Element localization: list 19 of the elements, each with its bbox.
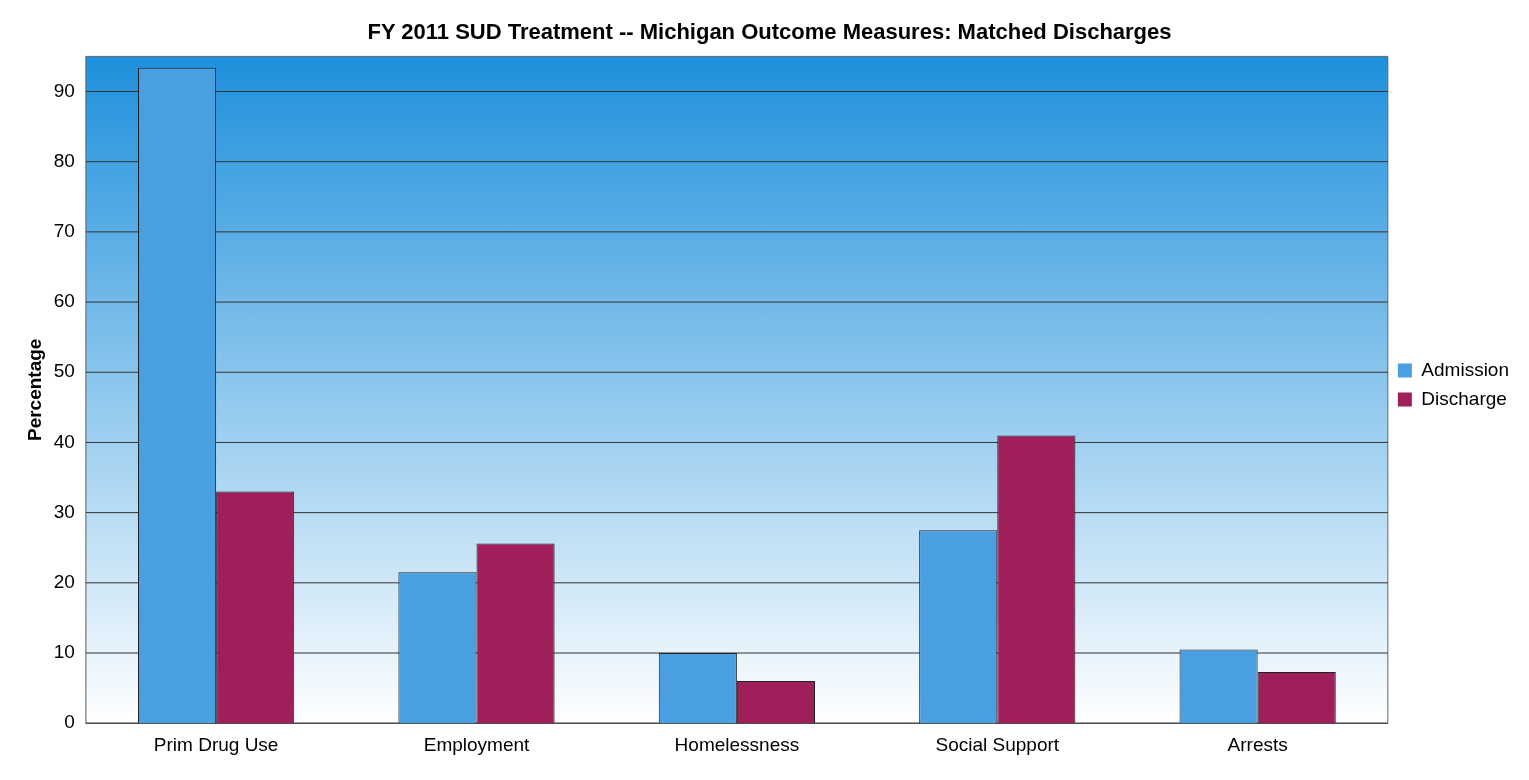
y-tick-label: 40	[53, 430, 75, 452]
legend-label: Admission	[1421, 358, 1510, 380]
y-tick-label: 50	[53, 360, 75, 382]
x-tick-label: Arrests	[1227, 733, 1288, 755]
y-tick-label: 60	[53, 290, 75, 312]
y-tick-label: 20	[53, 571, 75, 593]
x-tick-label: Prim Drug Use	[153, 733, 279, 755]
y-tick-label: 30	[53, 500, 75, 522]
y-tick-label: 10	[53, 641, 75, 663]
y-tick-label: 90	[53, 79, 75, 101]
y-tick-label: 0	[64, 711, 75, 733]
x-tick-label: Employment	[423, 733, 531, 755]
y-tick-label: 70	[53, 220, 75, 242]
y-axis-title: Percentage	[23, 338, 45, 442]
x-tick-label: Social Support	[935, 733, 1060, 755]
x-tick-label: Homelessness	[674, 733, 800, 755]
y-tick-label: 80	[53, 149, 75, 171]
legend-label: Discharge	[1421, 387, 1507, 409]
chart-title: FY 2011 SUD Treatment -- Michigan Outcome Measures: Matched Discharges	[367, 19, 1172, 45]
